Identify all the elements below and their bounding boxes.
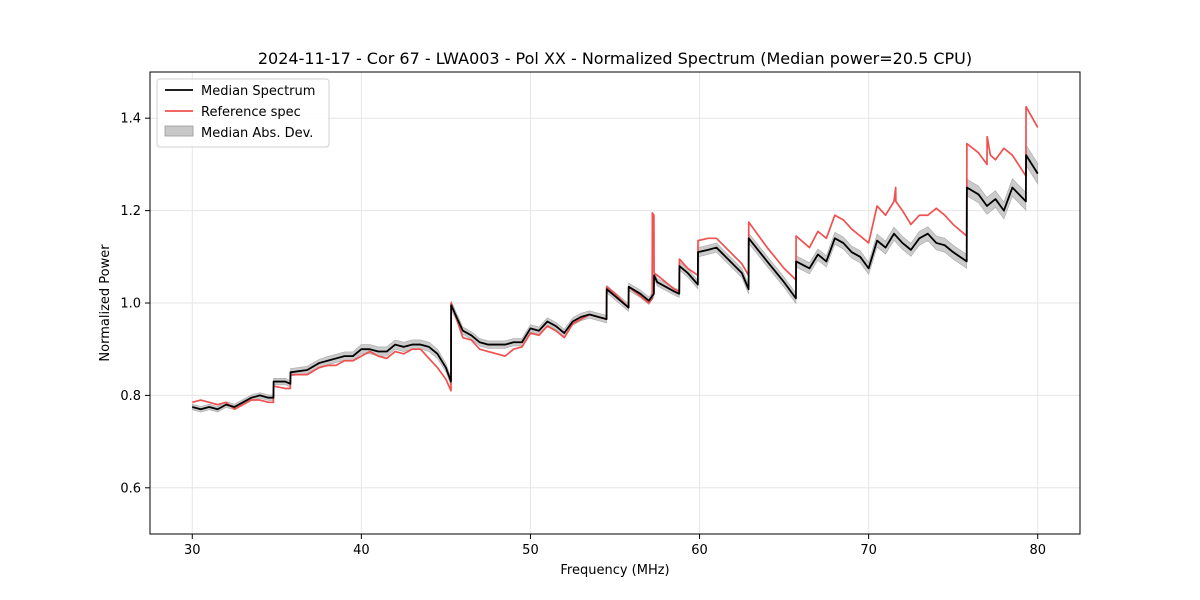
chart-title: 2024-11-17 - Cor 67 - LWA003 - Pol XX - …	[258, 49, 972, 68]
legend-median-label: Median Spectrum	[201, 84, 315, 99]
mad-band	[191, 143, 1039, 413]
y-tick-label: 0.6	[120, 481, 141, 496]
x-tick-label: 50	[522, 543, 539, 558]
median-spectrum-line	[192, 154, 1039, 411]
legend-mad-label: Median Abs. Dev.	[201, 126, 313, 141]
y-tick-label: 1.0	[120, 297, 141, 312]
axis-ticks: 30 40 50 60 70 80 0.6 0.8 1.0 1.2 1.4	[120, 112, 1046, 558]
series-lines	[192, 105, 1039, 411]
legend-mad-swatch	[164, 125, 194, 137]
y-tick-label: 1.2	[120, 204, 141, 219]
legend-box	[156, 78, 330, 148]
legend: Median Spectrum Reference spec Median Ab…	[156, 78, 330, 148]
x-tick-label: 60	[691, 543, 708, 558]
x-tick-label: 30	[184, 543, 201, 558]
x-tick-label: 40	[353, 543, 370, 558]
x-tick-label: 70	[860, 543, 877, 558]
y-tick-label: 0.8	[120, 389, 141, 404]
mad-band-layer	[191, 143, 1039, 413]
x-tick-label: 80	[1029, 543, 1046, 558]
legend-reference-label: Reference spec	[201, 105, 301, 120]
grid	[150, 72, 1080, 534]
y-tick-label: 1.4	[120, 112, 141, 127]
x-axis-label: Frequency (MHz)	[560, 563, 669, 578]
y-axis-label: Normalized Power	[98, 244, 113, 362]
